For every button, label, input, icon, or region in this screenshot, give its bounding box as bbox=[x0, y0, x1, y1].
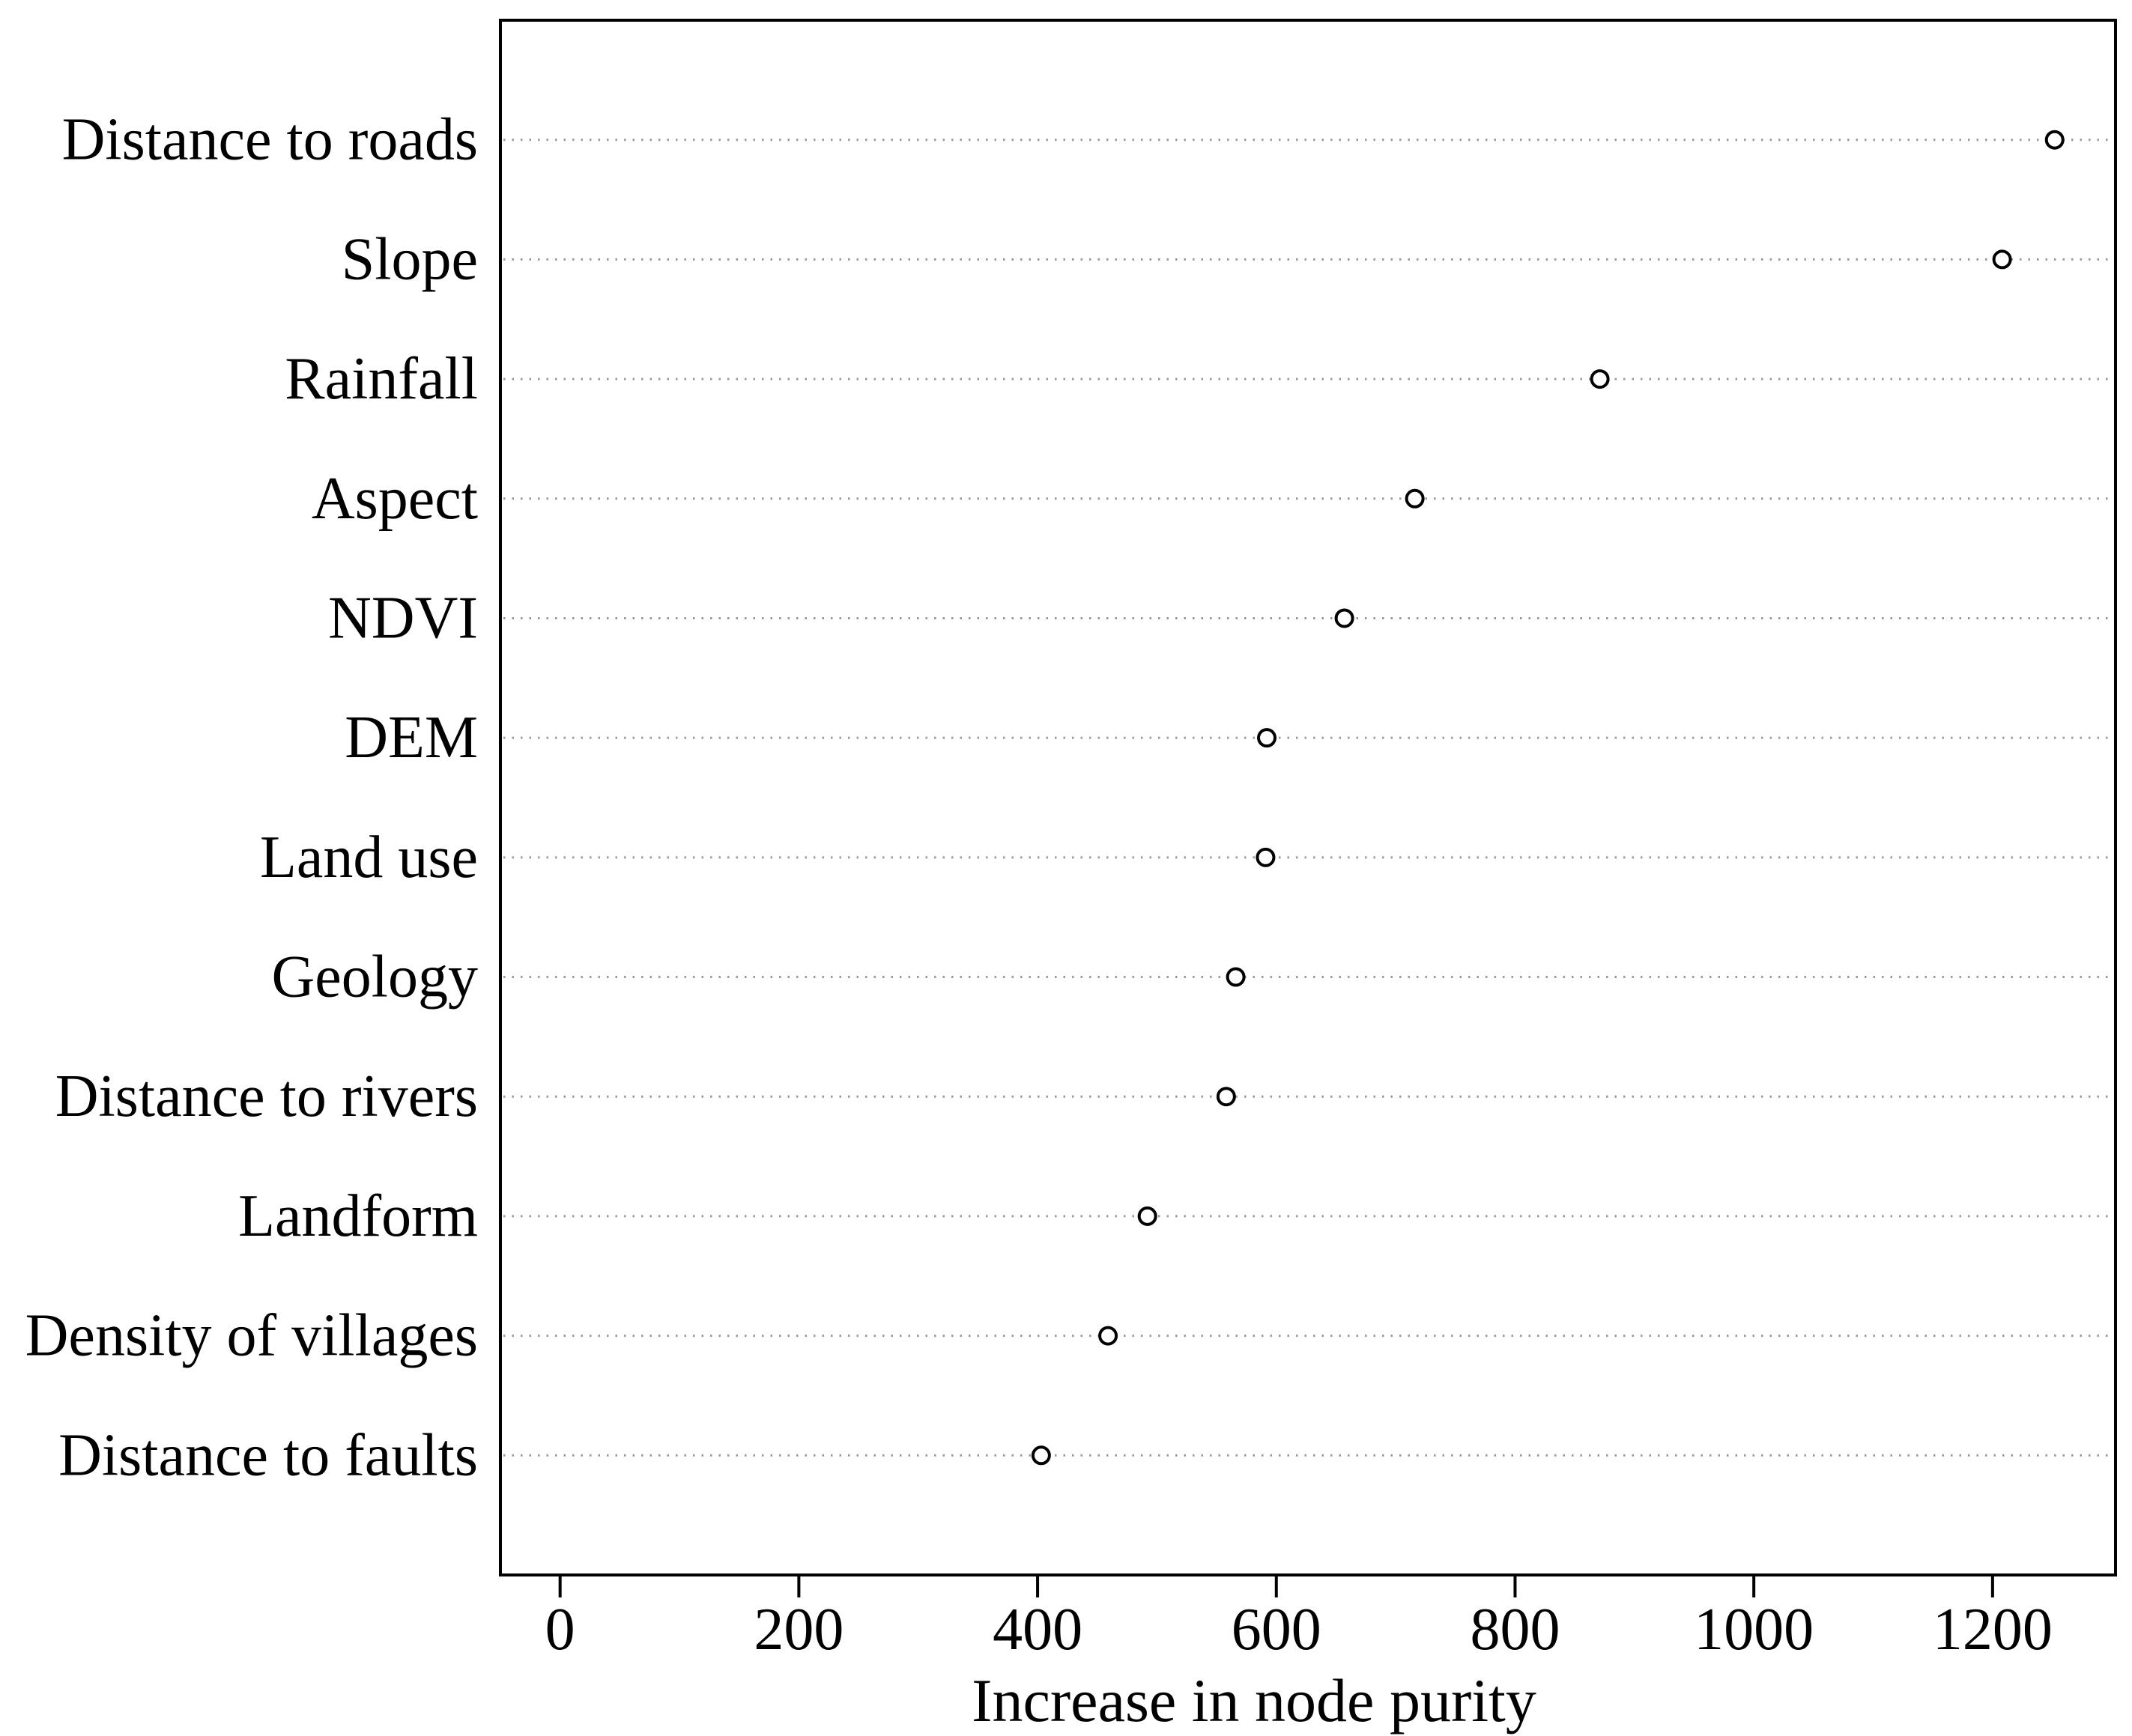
category-label: Density of villages bbox=[25, 1303, 478, 1369]
category-label: Aspect bbox=[312, 466, 478, 532]
x-axis-tick-label: 1000 bbox=[1694, 1597, 1814, 1663]
x-axis-tick-label: 0 bbox=[545, 1597, 575, 1663]
x-axis-tick-label: 1200 bbox=[1933, 1597, 2053, 1663]
data-point-marker bbox=[1334, 608, 1354, 628]
category-label: Land use bbox=[260, 825, 478, 890]
data-point-marker bbox=[1098, 1326, 1118, 1346]
x-axis-tick-label: 800 bbox=[1470, 1597, 1560, 1663]
data-point-marker bbox=[1405, 488, 1425, 509]
data-point-marker bbox=[1031, 1445, 1051, 1466]
category-label: Distance to rivers bbox=[55, 1063, 478, 1129]
category-label: DEM bbox=[345, 705, 478, 771]
data-point-marker bbox=[2044, 130, 2065, 150]
data-point-marker bbox=[1137, 1206, 1157, 1226]
data-point-marker bbox=[1992, 249, 2012, 270]
category-label: Landform bbox=[238, 1183, 478, 1249]
data-point-marker bbox=[1216, 1087, 1236, 1107]
category-label: Distance to faults bbox=[58, 1422, 478, 1488]
x-axis-tick-label: 400 bbox=[993, 1597, 1082, 1663]
category-label: Rainfall bbox=[285, 346, 478, 412]
data-point-marker bbox=[1257, 728, 1277, 748]
plot-border bbox=[499, 19, 2117, 1576]
data-point-marker bbox=[1226, 967, 1246, 987]
data-point-marker bbox=[1256, 847, 1276, 867]
category-label: NDVI bbox=[328, 585, 478, 651]
data-point-marker bbox=[1590, 369, 1610, 389]
category-label: Slope bbox=[342, 226, 478, 292]
x-axis-tick-label: 200 bbox=[754, 1597, 844, 1663]
x-axis-tick-label: 600 bbox=[1232, 1597, 1321, 1663]
x-axis-title: Increase in node purity bbox=[972, 1666, 1536, 1735]
category-label: Geology bbox=[271, 944, 478, 1010]
category-label: Distance to roads bbox=[62, 107, 478, 173]
